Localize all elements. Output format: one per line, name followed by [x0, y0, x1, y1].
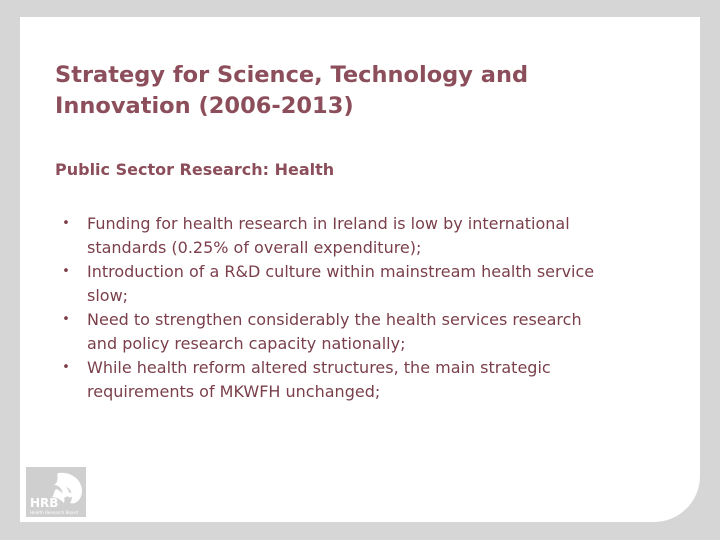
bullet-item: • Introduction of a R&D culture within m…: [55, 260, 695, 308]
bullet-icon: •: [62, 312, 70, 327]
bullet-text-line: requirements of MKWFH unchanged;: [87, 382, 381, 401]
bullet-text-line: and policy research capacity nationally;: [87, 334, 406, 353]
bullet-text-line: Introduction of a R&D culture within mai…: [87, 262, 595, 281]
slide-subtitle: Public Sector Research: Health: [55, 160, 335, 179]
bullet-item: • While health reform altered structures…: [55, 356, 695, 404]
bullet-item: • Funding for health research in Ireland…: [55, 212, 695, 260]
bullet-text-line: Funding for health research in Ireland i…: [87, 214, 570, 233]
bullet-item: • Need to strengthen considerably the he…: [55, 308, 695, 356]
bullet-icon: •: [62, 360, 70, 375]
logo-name: Health Research Board: [30, 510, 78, 515]
bullet-icon: •: [62, 264, 70, 279]
slide-title-line-2: Innovation (2006-2013): [55, 93, 354, 119]
bullet-text-line: standards (0.25% of overall expenditure)…: [87, 238, 422, 257]
bullet-icon: •: [62, 216, 70, 231]
bullet-text-line: Need to strengthen considerably the heal…: [87, 310, 582, 329]
bullet-list: • Funding for health research in Ireland…: [55, 212, 695, 404]
slide-title-line-1: Strategy for Science, Technology and: [55, 62, 529, 88]
hrb-logo-icon: HRB Health Research Board: [26, 467, 86, 517]
logo-abbr: HRB: [30, 496, 58, 510]
bullet-text-line: While health reform altered structures, …: [87, 358, 551, 377]
slide-title: Strategy for Science, Technology and Inn…: [55, 60, 655, 122]
bullet-text-line: slow;: [87, 286, 129, 305]
slide-card: [20, 17, 700, 522]
